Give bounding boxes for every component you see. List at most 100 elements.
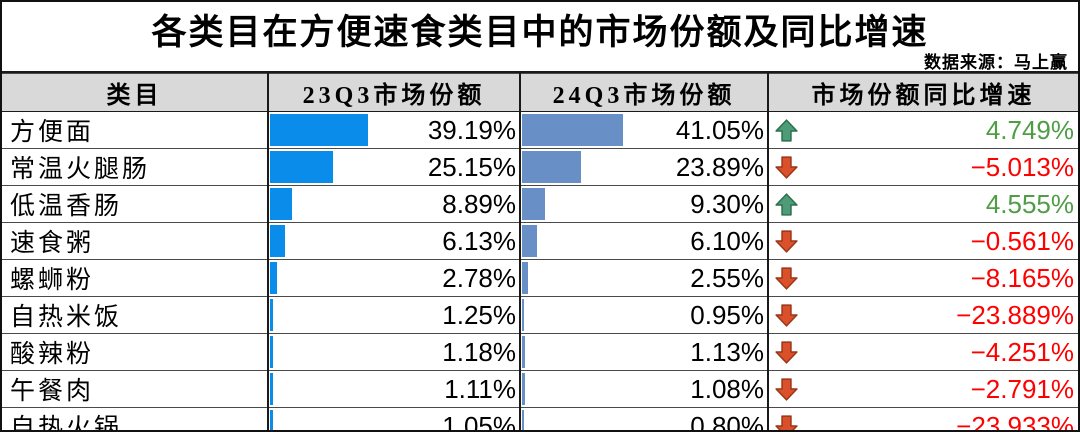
- growth-cell-inner: 4.749%: [769, 113, 1078, 149]
- share-24q3-bar: [522, 373, 525, 405]
- table-row: 自热米饭 1.25% 0.95% −23.889%: [2, 296, 1078, 334]
- growth-value: 4.555%: [985, 188, 1074, 219]
- down-arrow-icon: [774, 414, 799, 430]
- share-23q3-cell: 1.18%: [268, 333, 521, 371]
- growth-cell: 4.749%: [768, 111, 1078, 149]
- table-body: 方便面 39.19% 41.05% 4.749% 常温火腿肠 25.15% 23.89% −5…: [2, 111, 1078, 432]
- growth-value: −8.165%: [970, 262, 1074, 293]
- share-23q3-bar: [270, 225, 286, 257]
- share-24q3-cell: 0.95%: [520, 296, 769, 334]
- growth-cell: −23.933%: [768, 407, 1078, 432]
- share-24q3-value: 6.10%: [690, 225, 764, 256]
- table-row: 酸辣粉 1.18% 1.13% −4.251%: [2, 333, 1078, 371]
- growth-cell: −5.013%: [768, 148, 1078, 186]
- header-row: 类目 23Q3市场份额 24Q3市场份额 市场份额同比增速: [2, 73, 1078, 112]
- growth-cell: −8.165%: [768, 259, 1078, 297]
- share-23q3-cell: 25.15%: [268, 148, 521, 186]
- market-share-table: 类目 23Q3市场份额 24Q3市场份额 市场份额同比增速 方便面 39.19% 4…: [2, 73, 1078, 432]
- share-23q3-bar: [270, 262, 277, 294]
- share-23q3-bar: [270, 410, 273, 430]
- market-share-table-wrap: 类目 23Q3市场份额 24Q3市场份额 市场份额同比增速 方便面 39.19% 4…: [2, 71, 1078, 430]
- share-24q3-cell: 2.55%: [520, 259, 769, 297]
- share-23q3-value: 39.19%: [427, 114, 516, 145]
- share-23q3-value: 1.25%: [442, 299, 516, 330]
- share-23q3-value: 1.11%: [444, 373, 516, 404]
- growth-value: −5.013%: [970, 151, 1074, 182]
- category-cell: 低温香肠: [2, 185, 269, 223]
- growth-cell-inner: −23.933%: [769, 408, 1078, 432]
- table-row: 低温香肠 8.89% 9.30% 4.555%: [2, 185, 1078, 223]
- growth-cell: −0.561%: [768, 222, 1078, 260]
- share-23q3-cell: 39.19%: [268, 111, 521, 149]
- category-cell: 自热火锅: [2, 407, 269, 430]
- category-cell: 自热米饭: [2, 296, 269, 334]
- growth-value: −23.933%: [956, 410, 1074, 432]
- down-arrow-icon: [774, 266, 799, 291]
- category-cell: 速食粥: [2, 222, 269, 260]
- share-24q3-bar: [522, 188, 545, 220]
- table-row: 螺蛳粉 2.78% 2.55% −8.165%: [2, 259, 1078, 297]
- growth-value: −0.561%: [970, 225, 1074, 256]
- share-24q3-cell: 1.08%: [520, 370, 769, 408]
- share-23q3-cell: 1.05%: [268, 407, 521, 430]
- growth-cell-inner: 4.555%: [769, 187, 1078, 223]
- category-cell: 酸辣粉: [2, 333, 269, 371]
- up-arrow-icon: [774, 118, 799, 143]
- header-growth: 市场份额同比增速: [768, 73, 1078, 112]
- growth-cell-inner: −0.561%: [769, 224, 1078, 260]
- share-24q3-value: 0.80%: [690, 410, 764, 432]
- up-arrow-icon: [774, 192, 799, 217]
- growth-value: −4.251%: [970, 336, 1074, 367]
- share-24q3-bar: [522, 114, 623, 146]
- table-row: 常温火腿肠 25.15% 23.89% −5.013%: [2, 148, 1078, 186]
- down-arrow-icon: [774, 155, 799, 180]
- growth-cell-inner: −23.889%: [769, 298, 1078, 334]
- share-23q3-cell: 1.25%: [268, 296, 521, 334]
- share-24q3-bar: [522, 410, 524, 430]
- share-23q3-cell: 2.78%: [268, 259, 521, 297]
- growth-cell: −2.791%: [768, 370, 1078, 408]
- share-23q3-bar: [270, 299, 274, 331]
- share-24q3-value: 2.55%: [690, 262, 764, 293]
- share-23q3-bar: [270, 114, 368, 146]
- share-23q3-bar: [270, 151, 333, 183]
- share-24q3-bar: [522, 262, 529, 294]
- down-arrow-icon: [774, 303, 799, 328]
- category-cell: 方便面: [2, 111, 269, 149]
- growth-cell-inner: −2.791%: [769, 372, 1078, 408]
- share-24q3-cell: 23.89%: [520, 148, 769, 186]
- share-24q3-value: 0.95%: [690, 299, 764, 330]
- down-arrow-icon: [774, 229, 799, 254]
- category-cell: 午餐肉: [2, 370, 269, 408]
- share-23q3-cell: 6.13%: [268, 222, 521, 260]
- share-23q3-bar: [270, 373, 273, 405]
- growth-value: −23.889%: [956, 299, 1074, 330]
- growth-value: 4.749%: [985, 114, 1074, 145]
- growth-cell: −4.251%: [768, 333, 1078, 371]
- share-24q3-cell: 9.30%: [520, 185, 769, 223]
- share-23q3-value: 6.13%: [442, 225, 516, 256]
- growth-value: −2.791%: [970, 373, 1074, 404]
- share-24q3-cell: 41.05%: [520, 111, 769, 149]
- growth-cell-inner: −8.165%: [769, 261, 1078, 297]
- down-arrow-icon: [774, 377, 799, 402]
- table-row: 午餐肉 1.11% 1.08% −2.791%: [2, 370, 1078, 408]
- share-23q3-bar: [270, 336, 273, 368]
- header-24q3-share: 24Q3市场份额: [520, 73, 769, 112]
- share-24q3-value: 23.89%: [675, 151, 764, 182]
- down-arrow-icon: [774, 340, 799, 365]
- share-24q3-value: 9.30%: [690, 188, 764, 219]
- page-title: 各类目在方便速食类目中的市场份额及同比增速: [151, 13, 929, 52]
- table-row: 自热火锅 1.05% 0.80% −23.933%: [2, 407, 1078, 432]
- share-23q3-value: 2.78%: [442, 262, 516, 293]
- share-23q3-value: 8.89%: [442, 188, 516, 219]
- growth-cell-inner: −5.013%: [769, 150, 1078, 186]
- share-24q3-cell: 0.80%: [520, 407, 769, 432]
- share-24q3-value: 41.05%: [675, 114, 764, 145]
- share-24q3-bar: [522, 299, 525, 331]
- header-23q3-share: 23Q3市场份额: [268, 73, 521, 112]
- growth-cell-inner: −4.251%: [769, 335, 1078, 371]
- share-23q3-cell: 1.11%: [268, 370, 521, 408]
- share-24q3-bar: [522, 336, 525, 368]
- table-row: 方便面 39.19% 41.05% 4.749%: [2, 111, 1078, 149]
